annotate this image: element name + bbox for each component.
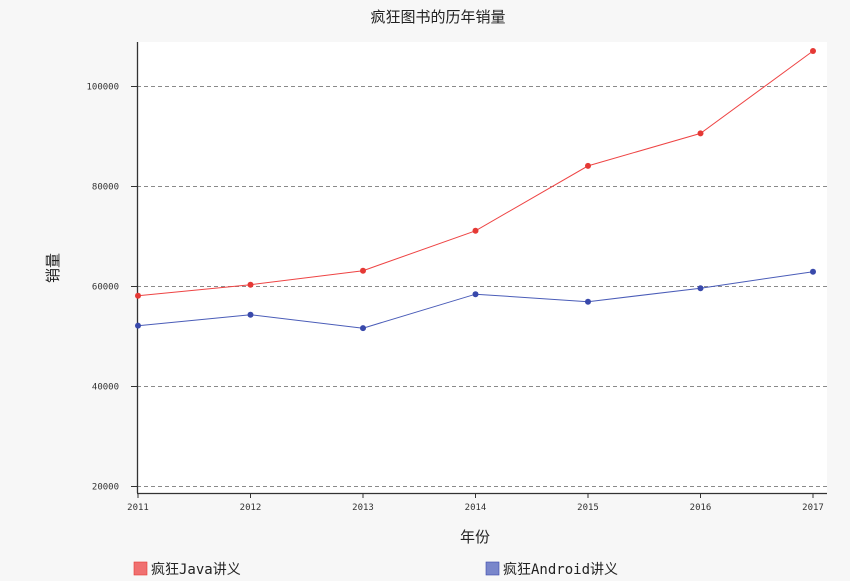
- series-2-point: [135, 322, 141, 329]
- plot-area: [137, 42, 827, 493]
- series-1-point: [360, 267, 366, 274]
- series-2-point: [697, 285, 704, 292]
- series-1-point: [135, 292, 141, 299]
- series-1-point: [472, 227, 479, 234]
- legend-swatch: [485, 561, 500, 576]
- series-1-point: [810, 47, 816, 54]
- x-tick-label: 2017: [802, 503, 824, 513]
- series-1-point: [697, 130, 704, 137]
- series-2-point: [472, 291, 479, 298]
- y-tick-label: 100000: [86, 83, 119, 93]
- series-2-point: [247, 311, 254, 318]
- y-axis-label: 销量: [44, 253, 62, 283]
- y-tick-label: 80000: [92, 183, 119, 193]
- y-tick-label: 20000: [92, 483, 119, 493]
- legend-swatch: [133, 561, 148, 576]
- x-tick-label: 2013: [352, 503, 374, 513]
- legend: 疯狂Java讲义 疯狂Android讲义: [133, 561, 618, 578]
- legend-label: 疯狂Java讲义: [151, 562, 241, 578]
- x-tick-label: 2015: [577, 503, 599, 513]
- x-tick-label: 2014: [465, 503, 487, 513]
- series-2-point: [810, 268, 816, 275]
- series-1-point: [247, 281, 254, 288]
- x-axis-ticks: 2011 2012 2013 2014 2015 2016 2017: [127, 493, 824, 513]
- y-tick-label: 40000: [92, 383, 119, 393]
- series-1-point: [585, 162, 591, 169]
- x-tick-label: 2011: [127, 503, 149, 513]
- series-2-point: [360, 325, 366, 332]
- x-tick-label: 2016: [690, 503, 712, 513]
- x-axis-label: 年份: [460, 528, 490, 546]
- series-group: [135, 47, 816, 332]
- legend-label: 疯狂Android讲义: [503, 562, 618, 578]
- x-tick-label: 2012: [240, 503, 262, 513]
- chart-title: 疯狂图书的历年销量: [370, 8, 505, 26]
- y-tick-label: 60000: [92, 283, 119, 293]
- y-axis-ticks: 20000 40000 60000 80000 100000: [86, 83, 137, 493]
- series-2-point: [585, 298, 591, 305]
